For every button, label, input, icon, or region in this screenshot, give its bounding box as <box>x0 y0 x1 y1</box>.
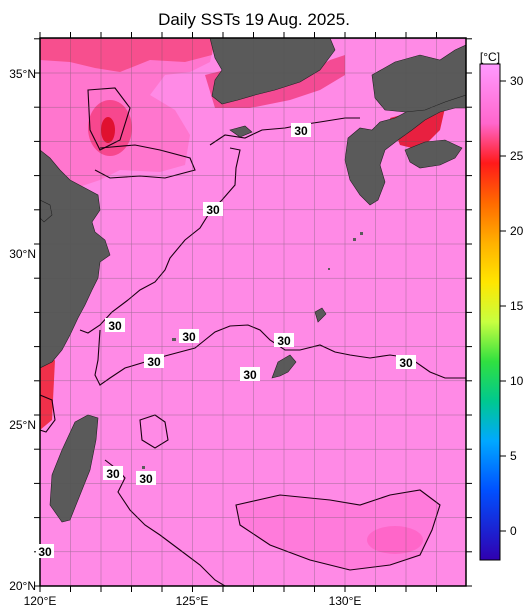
colorbar-scale <box>479 63 501 561</box>
lon-label-125e: 125°E <box>176 594 209 608</box>
lat-label-25n: 25°N <box>9 418 36 432</box>
lat-labels: 35°N 30°N 25°N 20°N <box>9 67 36 593</box>
isotherm-taiwan-strait <box>40 394 56 433</box>
island <box>172 338 176 341</box>
land-okinawa <box>314 307 327 323</box>
warm-region-taiwan-west <box>40 360 55 430</box>
label-bg <box>203 202 223 216</box>
isotherm-yellow-sea-south <box>94 144 196 179</box>
colorbar-tick-label: 5 <box>510 449 517 463</box>
colorbar-unit: [°C] <box>480 50 500 64</box>
isotherm-label: 30 <box>108 319 122 333</box>
colorbar-tick-label: 15 <box>510 299 524 313</box>
colorbar-tick-label: 0 <box>510 524 517 538</box>
isotherm-label: 30 <box>106 467 120 481</box>
label-bg <box>179 329 199 343</box>
island <box>353 238 356 241</box>
lon-label-130e: 130°E <box>329 594 362 608</box>
land-honshu-north <box>371 44 466 113</box>
label-bg <box>105 318 125 332</box>
map-title: Daily SSTs 19 Aug. 2025. <box>158 10 350 29</box>
isotherm-label: 30 <box>182 330 196 344</box>
label-bg <box>36 544 54 558</box>
colorbar-tick-label: 30 <box>510 74 524 88</box>
small-islands <box>100 232 363 469</box>
label-bg <box>274 333 294 347</box>
land-jeju <box>229 125 253 138</box>
label-bg <box>396 355 416 369</box>
warm-region-bohai <box>40 38 215 72</box>
isotherm-label: 30 <box>139 472 153 486</box>
label-bg <box>240 367 260 381</box>
isotherm-ryukyu <box>94 324 466 386</box>
island <box>142 466 145 469</box>
frame-ticks <box>34 32 472 592</box>
land-zhoushan <box>40 199 53 223</box>
isotherm-yellow-sea <box>87 87 131 151</box>
label-bg <box>136 471 156 485</box>
hot-spot-yellow-sea <box>101 117 115 143</box>
isotherm-label: 30 <box>147 355 161 369</box>
colorbar-tick-label: 25 <box>510 149 524 163</box>
lat-label-30n: 30°N <box>9 247 36 261</box>
isotherm-cool-pool <box>235 489 441 571</box>
colorbar-tick-label: 20 <box>510 224 524 238</box>
land-china-mainland <box>40 149 111 369</box>
isotherm-label: 30 <box>243 368 257 382</box>
label-bg <box>144 354 164 368</box>
label-bg <box>291 123 311 137</box>
isotherm-label: 30 <box>206 203 220 217</box>
colorbar-ticks <box>500 80 506 532</box>
lon-label-120e: 120°E <box>24 594 57 608</box>
colorbar-tick-label: 10 <box>510 374 524 388</box>
isotherm-label: 30 <box>38 545 52 559</box>
isotherm-label: 30 <box>294 124 308 138</box>
isotherm-labels: 30 30 30 30 30 30 30 30 30 30 30 <box>36 123 416 559</box>
isotherm-label: 30 <box>399 356 413 370</box>
island <box>328 268 330 270</box>
island <box>360 232 363 235</box>
lat-label-20n: 20°N <box>9 579 36 593</box>
label-bg <box>103 466 123 480</box>
colorbar: [°C] 30 25 20 15 10 5 0 <box>479 50 524 561</box>
land-taiwan <box>49 414 99 523</box>
lon-labels: 120°E 125°E 130°E <box>24 594 362 608</box>
lat-label-35n: 35°N <box>9 67 36 81</box>
island <box>100 244 103 247</box>
cool-spot-south <box>367 526 423 554</box>
isotherm-label: 30 <box>277 334 291 348</box>
isotherm-north <box>209 117 360 146</box>
map-area <box>40 38 466 586</box>
isotherm-east-china-sea <box>79 147 241 334</box>
land-korea <box>209 38 336 105</box>
